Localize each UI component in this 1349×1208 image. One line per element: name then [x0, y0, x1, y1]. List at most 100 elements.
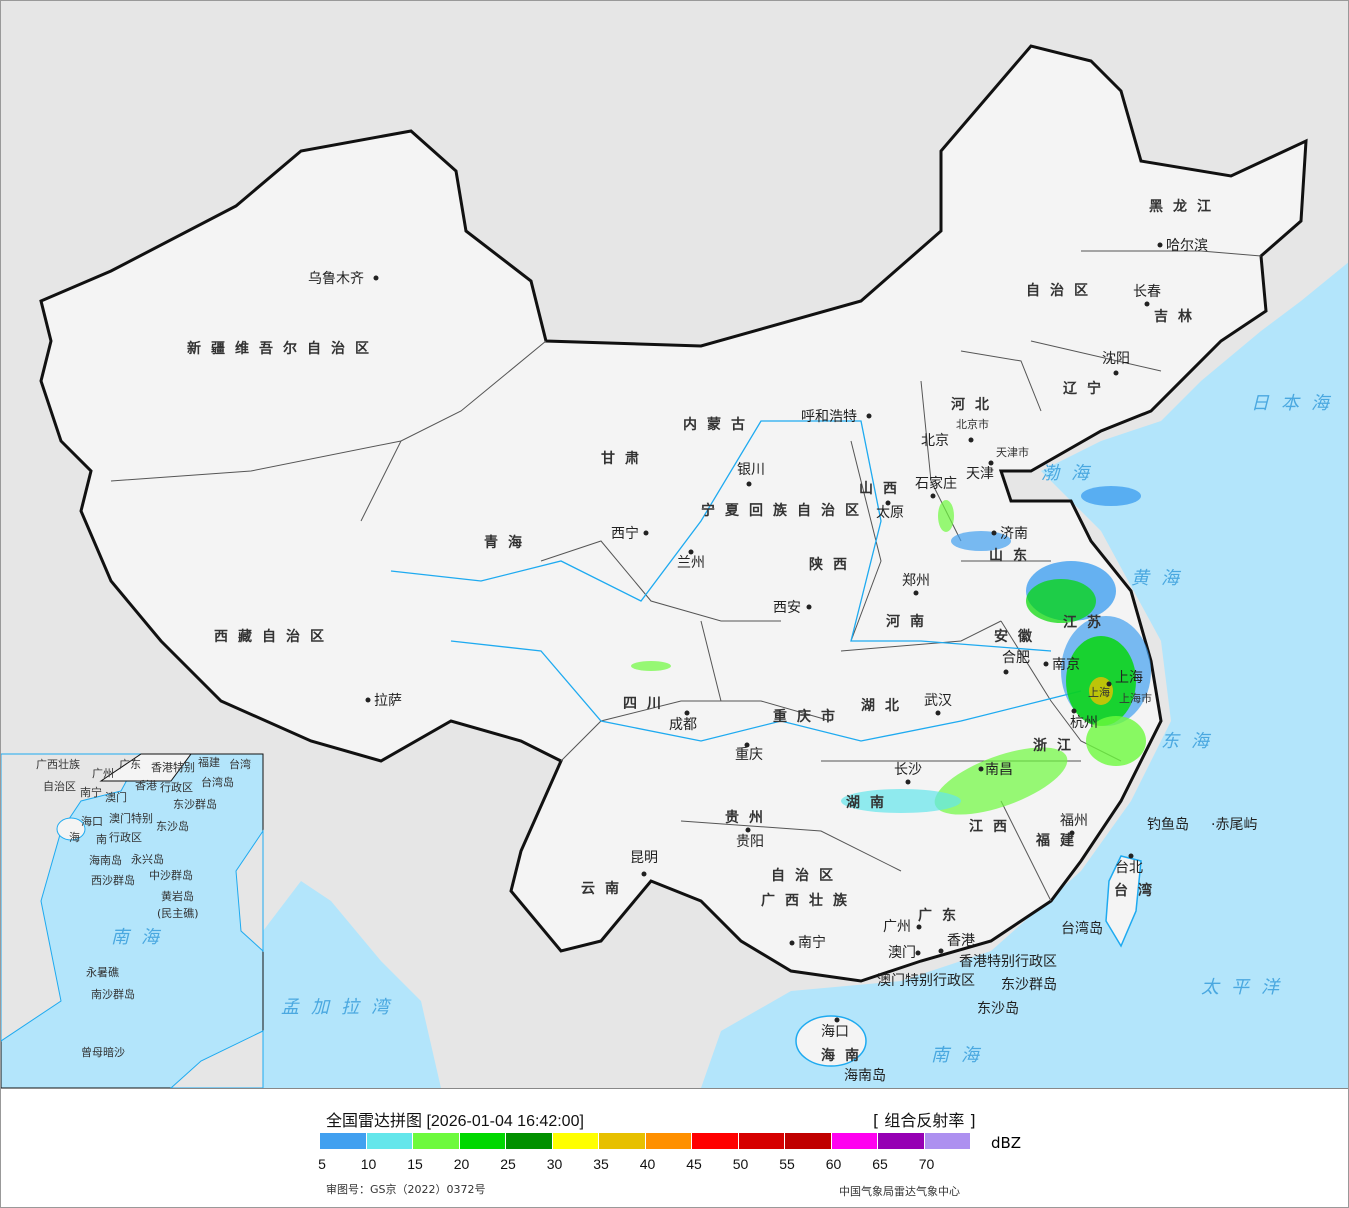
inset-label: 香港	[135, 779, 157, 792]
city-label: 太原	[876, 505, 904, 521]
city-label: 海口	[821, 1024, 849, 1040]
china-outline[interactable]	[39, 44, 1308, 983]
province-label: 自治区	[1026, 282, 1098, 299]
city-dot	[365, 697, 371, 703]
inset-label: 东沙群岛	[173, 797, 217, 811]
inset-label: 行政区	[109, 830, 142, 844]
city-dot	[866, 413, 872, 419]
city-dot	[643, 530, 649, 536]
province-label: 福建	[1035, 832, 1084, 849]
city-dot	[915, 950, 921, 956]
color-swatch	[738, 1133, 784, 1149]
inset-label: (民主礁)	[157, 906, 199, 920]
city-label: 台北	[1115, 860, 1143, 876]
city-dot	[1106, 681, 1112, 687]
city-dot	[1043, 661, 1049, 667]
city-label: 西宁	[611, 525, 639, 542]
radar-map[interactable]: 乌鲁木齐拉萨西宁兰州银川呼和浩特北京天津石家庄太原济南郑州西安成都重庆武汉合肥南…	[1, 1, 1349, 1088]
inset-label: 澳门	[105, 790, 127, 804]
color-swatch	[878, 1133, 924, 1149]
city-label: 贵阳	[736, 834, 764, 850]
inset-label: 福建	[198, 755, 220, 769]
inset-label: 永兴岛	[131, 852, 164, 866]
scale-tick: 5	[318, 1156, 326, 1172]
city-label: 沈阳	[1102, 351, 1130, 367]
scale-tick: 30	[546, 1156, 563, 1172]
city-dot	[935, 710, 941, 716]
legend-title: 全国雷达拼图 [2026-01-04 16:42:00]	[326, 1113, 584, 1130]
city-dot	[885, 500, 891, 506]
province-label: 河南	[886, 613, 934, 630]
city-dot	[1113, 370, 1119, 376]
city-dot	[641, 871, 647, 877]
city-label: 拉萨	[374, 693, 402, 709]
inset-south-china-sea[interactable]	[1, 753, 264, 1088]
scale-tick: 50	[732, 1156, 749, 1172]
city-label: 郑州	[902, 573, 930, 589]
inset-label: 南宁	[80, 785, 102, 799]
city-dot	[978, 766, 984, 772]
place-label: 北京市	[956, 417, 989, 431]
province-label: 重庆市	[773, 708, 845, 725]
color-swatch	[599, 1133, 645, 1149]
place-label: 台湾岛	[1061, 920, 1103, 937]
city-label: 上海	[1115, 670, 1143, 686]
hainan-island	[795, 1015, 867, 1067]
legend-panel: 全国雷达拼图 [2026-01-04 16:42:00] [ 组合反射率 ] d…	[1, 1088, 1348, 1207]
color-swatch	[320, 1133, 366, 1149]
color-swatch	[692, 1133, 738, 1149]
scale-tick: 45	[686, 1156, 702, 1172]
place-label: 香港特别行政区	[959, 954, 1057, 970]
province-label: 黑龙江	[1149, 198, 1221, 215]
city-dot	[806, 604, 812, 610]
city-label: 乌鲁木齐	[308, 271, 364, 287]
inset-label: 台湾岛	[201, 775, 234, 789]
city-dot	[744, 742, 750, 748]
place-label: 上海市	[1119, 691, 1152, 705]
city-label: 杭州	[1070, 715, 1098, 731]
inset-label: 曾母暗沙	[81, 1045, 125, 1059]
city-dot	[930, 493, 936, 499]
inset-label: 广州	[92, 767, 114, 780]
city-label: 哈尔滨	[1166, 238, 1208, 254]
province-label: 台湾	[1114, 882, 1162, 899]
city-dot	[834, 1017, 840, 1023]
province-label: 安徽	[994, 628, 1042, 645]
city-label: 呼和浩特	[801, 409, 857, 425]
sea-label: 渤海	[1041, 463, 1101, 484]
province-label: 湖南	[846, 794, 894, 811]
color-swatch	[366, 1133, 412, 1149]
color-swatch	[645, 1133, 691, 1149]
inset-label: 台湾	[229, 757, 251, 771]
province-label: 湖北	[861, 698, 909, 714]
inset-label: 南沙群岛	[91, 987, 135, 1001]
city-dot	[373, 275, 379, 281]
inset-label: 海	[69, 830, 80, 844]
province-label: 山西	[859, 481, 907, 497]
place-label: 天津市	[996, 445, 1029, 459]
place-label: 上海	[1088, 685, 1110, 699]
sea-label: 南海	[931, 1045, 991, 1066]
unit-label: dBZ	[991, 1134, 1022, 1152]
city-dot	[988, 460, 994, 466]
radar-echoes	[631, 486, 1151, 815]
scale-ticks: 5 10 15 20 25 30 35 40 45 50 55 60 65 70	[1, 1156, 1001, 1176]
inset-label: 西沙群岛	[91, 873, 135, 887]
city-label: 福州	[1060, 813, 1088, 829]
place-label: 东沙群岛	[1001, 977, 1057, 993]
inset-label: 中沙群岛	[149, 868, 193, 882]
province-label: 新疆维吾尔自治区	[187, 340, 379, 357]
sea-area	[701, 262, 1348, 1088]
color-swatch	[831, 1133, 877, 1149]
city-dot	[688, 549, 694, 555]
taiwan-island	[1105, 855, 1142, 948]
color-swatch	[413, 1133, 459, 1149]
sea-label: 太平洋	[1201, 977, 1291, 998]
province-label: 浙江	[1033, 737, 1081, 754]
province-label: 云南	[581, 880, 629, 897]
inset-label: 澳门特别	[109, 811, 153, 825]
inset-label: 海南岛	[89, 853, 122, 867]
city-label: 香港	[947, 933, 975, 949]
city-label: 石家庄	[915, 475, 957, 492]
